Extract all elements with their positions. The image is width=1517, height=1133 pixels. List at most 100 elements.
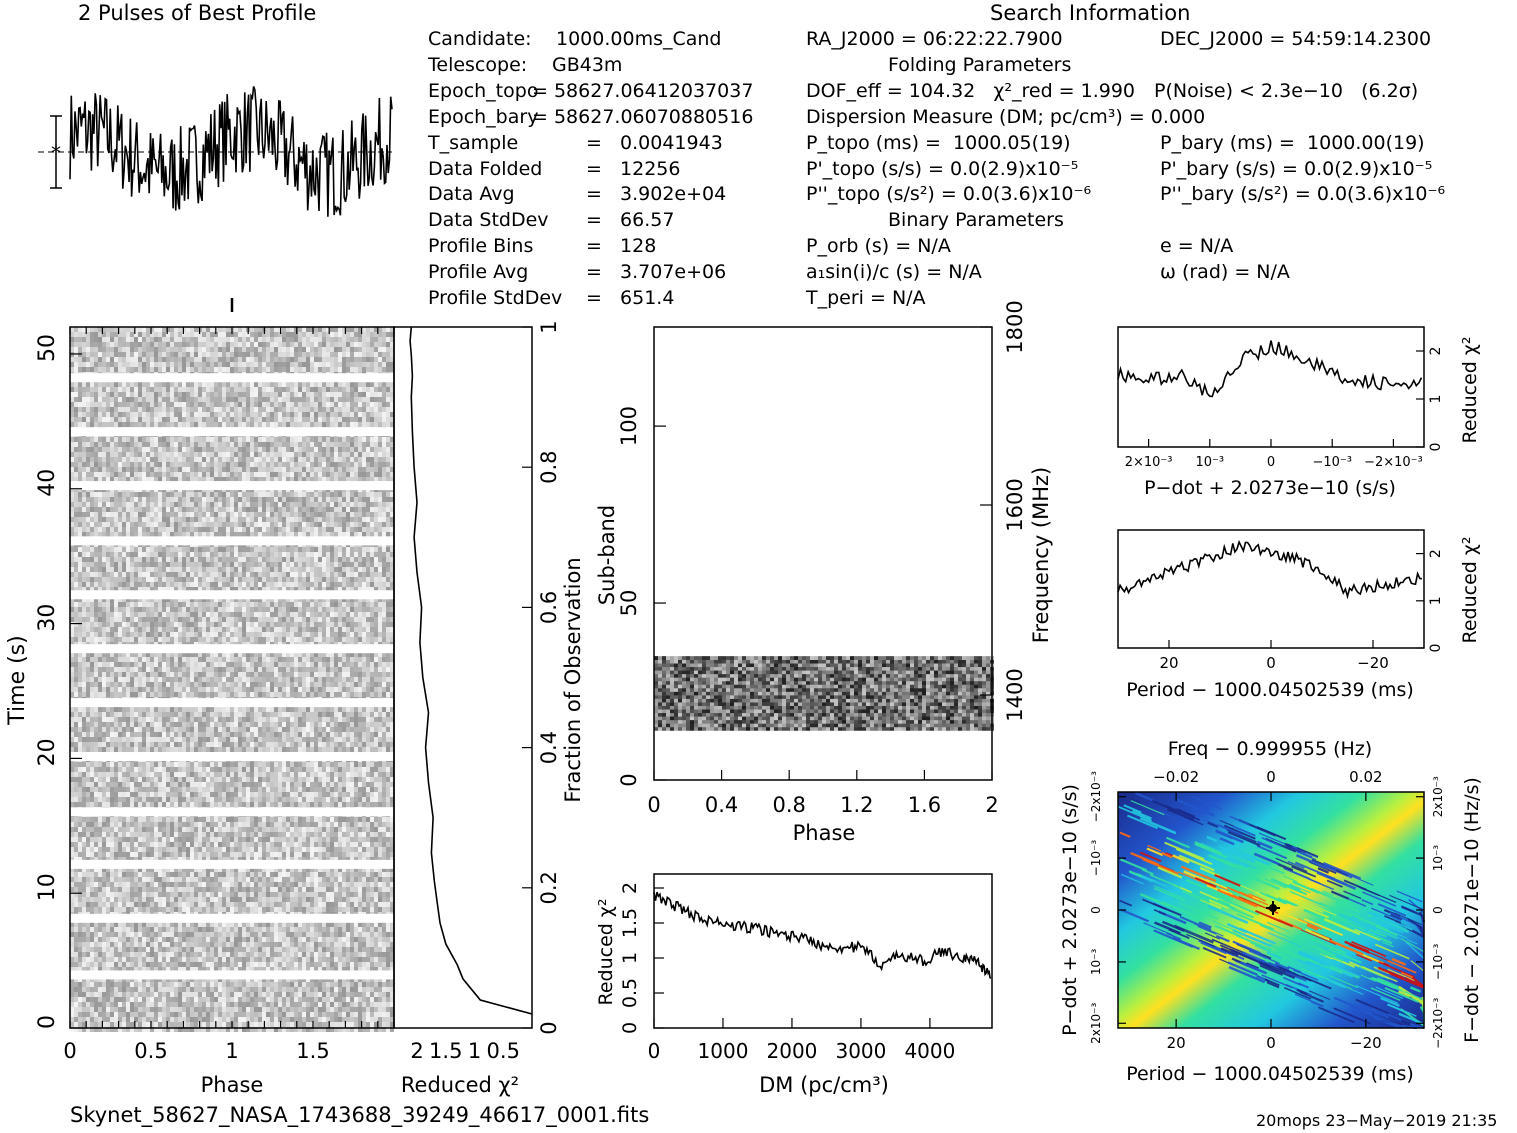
time-phase-cell	[134, 457, 138, 462]
time-phase-cell	[334, 442, 338, 447]
time-phase-cell	[150, 562, 154, 567]
time-phase-cell	[142, 612, 146, 617]
time-phase-cell	[346, 602, 350, 607]
time-phase-cell	[146, 332, 150, 337]
time-phase-cell	[374, 447, 378, 452]
time-phase-cell	[290, 447, 294, 452]
time-phase-cell	[122, 492, 126, 497]
time-phase-cell	[98, 442, 102, 447]
time-phase-cell	[318, 472, 322, 477]
time-phase-cell	[266, 552, 270, 557]
time-phase-cell	[106, 597, 110, 602]
time-phase-cell	[218, 367, 222, 372]
time-phase-cell	[306, 527, 310, 532]
time-phase-cell	[302, 437, 306, 442]
time-phase-cell	[274, 532, 278, 537]
time-phase-cell	[194, 467, 198, 472]
time-phase-cell	[102, 492, 106, 497]
time-phase-cell	[294, 357, 298, 362]
time-phase-cell	[326, 337, 330, 342]
time-phase-cell	[106, 532, 110, 537]
time-phase-cell	[306, 622, 310, 627]
time-phase-cell	[310, 452, 314, 457]
time-phase-cell	[346, 622, 350, 627]
time-phase-cell	[290, 612, 294, 617]
time-phase-cell	[270, 492, 274, 497]
time-phase-cell	[238, 527, 242, 532]
time-phase-cell	[358, 512, 362, 517]
time-phase-cell	[82, 352, 86, 357]
time-phase-cell	[386, 477, 390, 482]
time-phase-cell	[338, 547, 342, 552]
time-phase-cell	[250, 352, 254, 357]
time-phase-cell	[210, 617, 214, 622]
time-phase-cell	[110, 507, 114, 512]
time-phase-cell	[162, 362, 166, 367]
time-phase-cell	[226, 582, 230, 587]
time-phase-cell	[346, 597, 350, 602]
time-phase-cell	[378, 492, 382, 497]
time-phase-cell	[370, 357, 374, 362]
time-phase-cell	[274, 357, 278, 362]
time-phase-cell	[134, 502, 138, 507]
time-phase-cell	[346, 332, 350, 337]
time-phase-cell	[214, 447, 218, 452]
time-phase-cell	[318, 547, 322, 552]
time-phase-cell	[98, 397, 102, 402]
time-phase-cell	[186, 367, 190, 372]
time-phase-cell	[278, 382, 282, 387]
time-phase-cell	[138, 572, 142, 577]
time-phase-cell	[194, 612, 198, 617]
time-phase-cell	[214, 472, 218, 477]
time-phase-cell	[70, 477, 74, 482]
time-phase-cell	[290, 437, 294, 442]
info-data-avg-value: = 3.902e+04	[586, 183, 727, 205]
time-phase-cell	[374, 417, 378, 422]
time-phase-cell	[302, 587, 306, 592]
time-phase-cell	[242, 327, 246, 332]
time-phase-cell	[138, 362, 142, 367]
time-phase-cell	[350, 467, 354, 472]
time-phase-cell	[214, 522, 218, 527]
time-phase-cell	[138, 327, 142, 332]
time-phase-cell	[262, 572, 266, 577]
time-phase-cell	[158, 557, 162, 562]
time-phase-cell	[146, 617, 150, 622]
time-phase-cell	[218, 442, 222, 447]
time-phase-cell	[82, 617, 86, 622]
time-phase-cell	[358, 612, 362, 617]
time-phase-cell	[374, 362, 378, 367]
time-phase-cell	[182, 327, 186, 332]
time-phase-cell	[318, 407, 322, 412]
time-phase-cell	[186, 562, 190, 567]
time-phase-cell	[70, 382, 74, 387]
time-phase-cell	[94, 332, 98, 337]
time-phase-cell	[158, 512, 162, 517]
time-phase-cell	[350, 582, 354, 587]
time-phase-cell	[194, 547, 198, 552]
time-phase-cell	[290, 442, 294, 447]
time-phase-cell	[242, 602, 246, 607]
time-phase-cell	[186, 472, 190, 477]
time-phase-cell	[274, 347, 278, 352]
time-phase-cell	[382, 607, 386, 612]
time-phase-cell	[94, 567, 98, 572]
time-phase-cell	[182, 472, 186, 477]
time-phase-cell	[174, 617, 178, 622]
time-phase-cell	[382, 462, 386, 467]
time-phase-cell	[282, 527, 286, 532]
time-phase-cell	[142, 627, 146, 632]
time-phase-cell	[378, 572, 382, 577]
time-phase-cell	[222, 442, 226, 447]
time-phase-cell	[274, 557, 278, 562]
time-phase-cell	[362, 412, 366, 417]
time-phase-cell	[126, 457, 130, 462]
time-phase-cell	[158, 342, 162, 347]
time-phase-cell	[274, 587, 278, 592]
time-phase-cell	[330, 332, 334, 337]
time-phase-cell	[326, 477, 330, 482]
time-phase-cell	[266, 567, 270, 572]
time-phase-cell	[78, 407, 82, 412]
time-phase-cell	[294, 587, 298, 592]
time-phase-cell	[150, 472, 154, 477]
